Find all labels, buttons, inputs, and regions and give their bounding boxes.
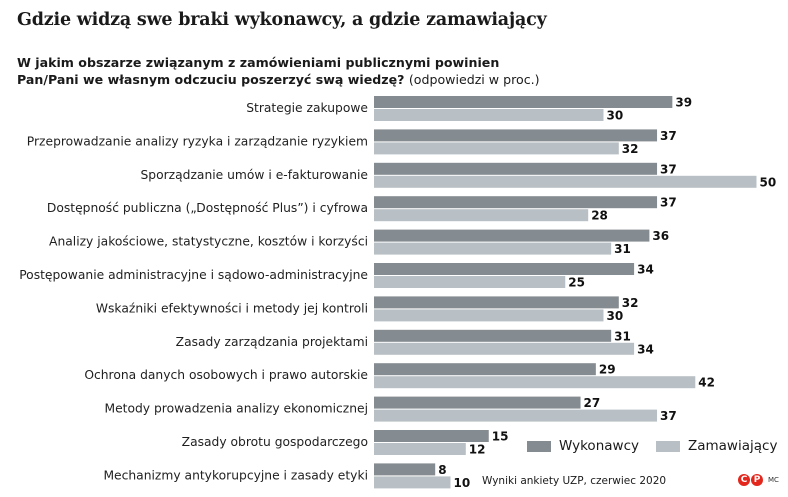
data-label: 32 [622,142,639,156]
data-label: 30 [607,109,624,123]
bar-zamawiajacy [374,276,566,288]
data-label: 12 [469,443,486,457]
source-note: Wyniki ankiety UZP, czerwiec 2020 [482,475,667,487]
legend-label-zamawiajacy: Zamawiający [687,438,778,454]
bar-zamawiajacy [374,376,696,389]
category-label: Ochrona danych osobowych i prawo autorsk… [84,368,368,382]
data-label: 15 [492,430,509,444]
legend-item-zamawiajacy: Zamawiający [655,438,778,454]
category-label: Strategie zakupowe [246,101,368,115]
bar-wykonawcy [374,196,658,209]
bar-zamawiajacy [374,409,658,422]
logo-c-icon: C [738,474,750,486]
data-label: 27 [584,396,601,410]
bar-wykonawcy [374,129,658,142]
category-label: Mechanizmy antykorupcyjne i zasady etyki [103,468,368,482]
bar-wykonawcy [374,296,619,309]
data-label: 34 [637,342,654,356]
category-label: Zasady zarządzania projektami [176,335,368,349]
category-label: Wskaźniki efektywności i metody jej kont… [96,301,368,315]
publisher-logo: C P MC [738,474,779,486]
data-label: 37 [660,162,677,176]
data-label: 36 [652,229,669,243]
category-label: Zasady obrotu gospodarczego [182,435,368,449]
category-label: Metody prowadzenia analizy ekonomicznej [104,402,368,416]
data-label: 37 [660,129,677,143]
bar-wykonawcy [374,396,581,409]
data-label: 29 [599,363,616,377]
data-label: 32 [622,296,639,310]
bar-wykonawcy [374,229,650,242]
data-label: 50 [760,175,777,189]
bar-zamawiajacy [374,476,451,489]
data-label: 8 [438,463,446,477]
bar-zamawiajacy [374,109,604,121]
data-label: 34 [637,263,654,277]
bar-zamawiajacy [374,342,635,355]
data-label: 39 [675,96,692,110]
bar-wykonawcy [374,263,635,275]
data-label: 10 [454,476,471,490]
bar-wykonawcy [374,96,673,108]
data-label: 30 [607,309,624,323]
legend-item-wykonawcy: Wykonawcy [527,438,639,454]
bar-wykonawcy [374,329,612,342]
bar-zamawiajacy [374,443,466,455]
data-label: 37 [660,409,677,423]
category-label: Postępowanie administracyjne i sądowo-ad… [19,268,368,282]
bar-zamawiajacy [374,242,612,255]
data-label: 42 [698,376,715,390]
legend: Wykonawcy Zamawiający [527,438,788,454]
bar-zamawiajacy [374,175,757,188]
data-label: 37 [660,196,677,210]
chart-subtitle: W jakim obszarze związanym z zamówieniam… [17,54,617,88]
subtitle-line-2: Pan/Pani we własnym odczuciu poszerzyć s… [17,72,405,87]
subtitle-line-1: W jakim obszarze związanym z zamówieniam… [17,55,500,70]
data-label: 25 [568,276,585,290]
bar-wykonawcy [374,430,489,442]
subtitle-note: (odpowiedzi w proc.) [408,72,540,87]
category-label: Analizy jakościowe, statystyczne, kosztó… [49,235,368,249]
legend-swatch-zamawiajacy [655,440,680,452]
bar-zamawiajacy [374,209,589,222]
data-label: 31 [614,329,631,343]
category-label: Przeprowadzanie analizy ryzyka i zarządz… [27,134,368,148]
author-credit: MC [768,476,779,484]
logo-p-icon: P [751,474,763,486]
bar-wykonawcy [374,162,658,175]
category-label: Sporządzanie umów i e-fakturowanie [140,168,368,182]
chart-title: Gdzie widzą swe braki wykonawcy, a gdzie… [17,10,547,30]
bar-zamawiajacy [374,142,619,155]
bar-wykonawcy [374,463,436,476]
bar-wykonawcy [374,363,596,376]
bar-zamawiajacy [374,309,604,322]
legend-label-wykonawcy: Wykonawcy [559,438,639,454]
data-label: 31 [614,242,631,256]
category-label: Dostępność publiczna („Dostępność Plus”)… [47,201,368,215]
data-label: 28 [591,209,608,223]
legend-swatch-wykonawcy [527,440,551,452]
